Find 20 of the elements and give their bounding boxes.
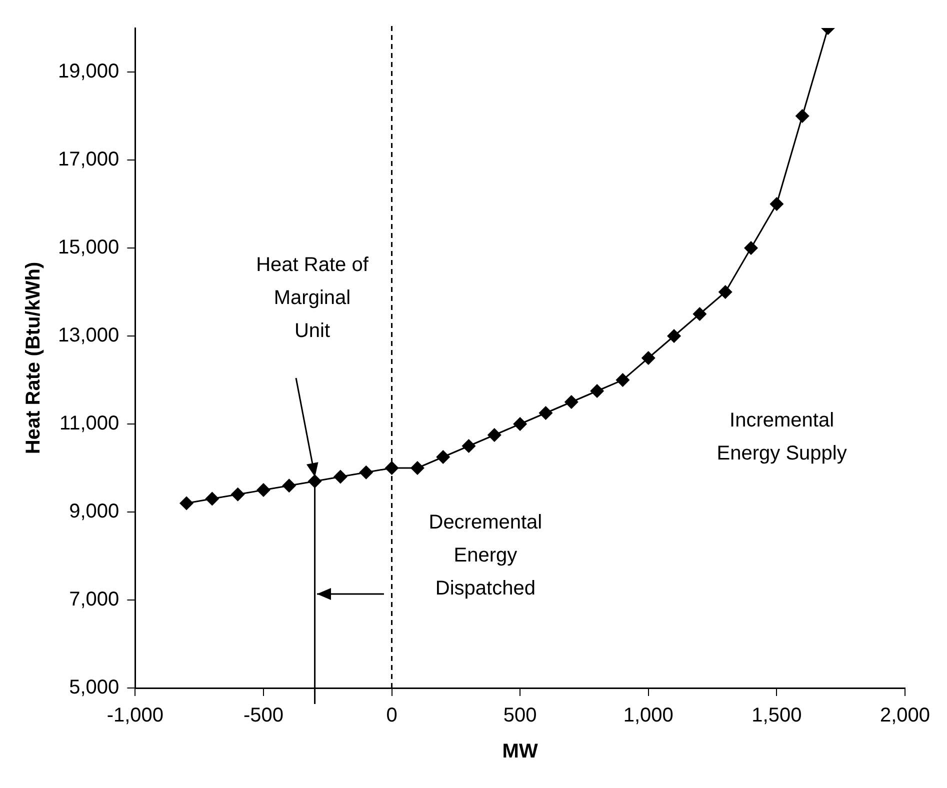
y-tick-label: 15,000 <box>58 236 120 259</box>
y-tick-label: 13,000 <box>58 324 120 347</box>
y-tick-label: 9,000 <box>69 500 120 523</box>
y-tick-label: 17,000 <box>58 148 120 171</box>
x-tick-label: 0 <box>386 704 398 727</box>
y-tick-label: 5,000 <box>69 676 120 699</box>
x-tick-label: 1,000 <box>623 704 674 727</box>
y-tick-label: 19,000 <box>58 60 120 83</box>
x-tick-label: 1,500 <box>752 704 802 727</box>
x-tick-label: 500 <box>503 704 537 727</box>
y-tick-label: 7,000 <box>69 588 120 611</box>
x-tick-label: -500 <box>243 704 284 727</box>
annotation: Incremental Energy Supply <box>716 409 847 464</box>
annotation: Decremental Energy Dispatched <box>428 512 542 600</box>
x-axis-title: MW <box>502 740 538 763</box>
x-tick-label: 2,000 <box>880 704 930 727</box>
y-axis-title: Heat Rate (Btu/kWh) <box>22 262 45 454</box>
x-tick-label: -1,000 <box>106 704 164 727</box>
y-tick-label: 11,000 <box>59 412 120 435</box>
annotation: Heat Rate of Marginal Unit <box>256 254 369 342</box>
